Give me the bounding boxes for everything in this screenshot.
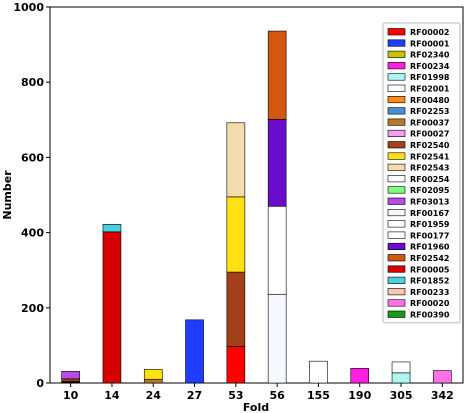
x-tick-label: 155 [307,389,330,402]
legend-swatch [387,242,406,250]
legend-swatch [387,197,406,205]
legend-label: RF00027 [410,130,449,139]
legend-swatch [387,50,406,58]
y-tick-label: 200 [21,302,44,315]
legend-label: RF02542 [410,254,449,263]
legend-swatch [387,141,406,149]
legend-swatch [387,299,406,307]
legend-swatch [387,73,406,81]
legend-label: RF02543 [410,164,449,173]
bars-group [61,30,452,384]
legend-label: RF00020 [410,299,450,308]
legend-swatch [387,175,406,183]
bar-segment-rf02543 [226,122,246,198]
plot-frame [49,6,464,384]
x-tick-label: 56 [269,389,285,402]
x-axis-title: Fold [243,401,269,413]
bar-segment-rf00177 [309,360,328,384]
legend-label: RF02540 [410,141,450,150]
y-tick-label: 1000 [13,1,44,14]
legend-swatch [387,288,406,296]
bar-segment-rf00234 [350,368,370,384]
bar-segment-rf00037 [143,378,163,384]
legend-label: RF00002 [410,28,449,37]
x-tick-label: 10 [63,389,79,402]
legend-label: RF00167 [410,209,449,218]
legend-swatch [387,186,406,194]
legend-label: RF01998 [410,73,450,82]
legend-swatch [387,220,406,228]
y-tick-label: 600 [21,151,44,164]
legend-swatch [387,39,406,47]
legend-label: RF03013 [410,198,449,207]
bar-segment-rf02541 [226,196,246,273]
legend-swatch [387,310,406,318]
legend: RF00002 RF00001 RF02340 RF00234 RF01998 RF020… [382,22,461,324]
legend-swatch [387,152,406,160]
bar-segment-rf01852 [102,224,122,233]
bar-segment-rf02540 [226,271,246,347]
x-tick-label: 342 [431,389,454,402]
bar-segment-rf00002 [226,346,246,384]
bar-segment-rf01960 [267,119,287,207]
legend-label: RF00390 [410,311,450,320]
legend-swatch [387,96,406,104]
legend-label: RF00254 [410,175,450,184]
legend-swatch [387,231,406,239]
y-tick-label: 800 [21,76,44,89]
y-axis-title: Number [1,170,14,220]
legend-label: RF00005 [410,265,450,274]
y-axis: 0 200 400 600 800 1000 [13,1,50,390]
legend-swatch [387,265,406,273]
x-tick-label: 305 [390,389,413,402]
legend-swatch [387,118,406,126]
legend-swatch [387,209,406,217]
legend-swatch [387,84,406,92]
legend-swatch [387,62,406,70]
legend-swatch [387,107,406,115]
legend-swatch [387,276,406,284]
legend-label: RF02253 [410,107,449,116]
bar-segment-rf00020 [433,370,452,384]
bar-segment-rf02541 [143,369,163,380]
y-tick-label: 400 [21,227,44,240]
x-tick-label: 24 [146,389,162,402]
bar-segment-rf01959 [267,205,287,295]
x-tick-label: 14 [104,389,120,402]
legend-label: RF01852 [410,277,449,286]
bar-segment-rf03013 [61,371,80,380]
legend-swatch [387,28,406,36]
x-axis: 10 14 24 27 53 56 155 190 305 342 [63,383,454,402]
legend-label: RF00480 [410,96,450,105]
legend-label: RF02340 [410,51,450,60]
x-tick-label: 27 [187,389,202,402]
x-tick-label: 53 [228,389,243,402]
y-tick-label: 0 [36,377,44,390]
bar-segment-rf00001 [185,319,204,384]
bar-segment-rf00167 [267,293,287,384]
legend-label: RF01959 [410,220,450,229]
legend-label: RF00177 [410,231,449,240]
x-tick-label: 190 [348,389,371,402]
bar-segment-rf01998 [391,372,411,384]
legend-swatch [387,254,406,262]
legend-label: RF01960 [410,243,450,252]
legend-label: RF00001 [410,39,450,48]
legend-label: RF00037 [410,118,449,127]
legend-label: RF00233 [410,288,449,297]
bar-segment-rf02001 [391,361,411,374]
legend-label: RF02001 [410,85,450,94]
bar-segment-rf02542 [267,30,287,120]
bar-segment-rf00005 [102,231,122,384]
legend-label: RF02541 [410,152,450,161]
legend-label: RF00234 [410,62,450,71]
legend-label: RF02095 [410,186,450,195]
bar-segment [61,378,80,382]
legend-swatch [387,129,406,137]
legend-swatch [387,163,406,171]
